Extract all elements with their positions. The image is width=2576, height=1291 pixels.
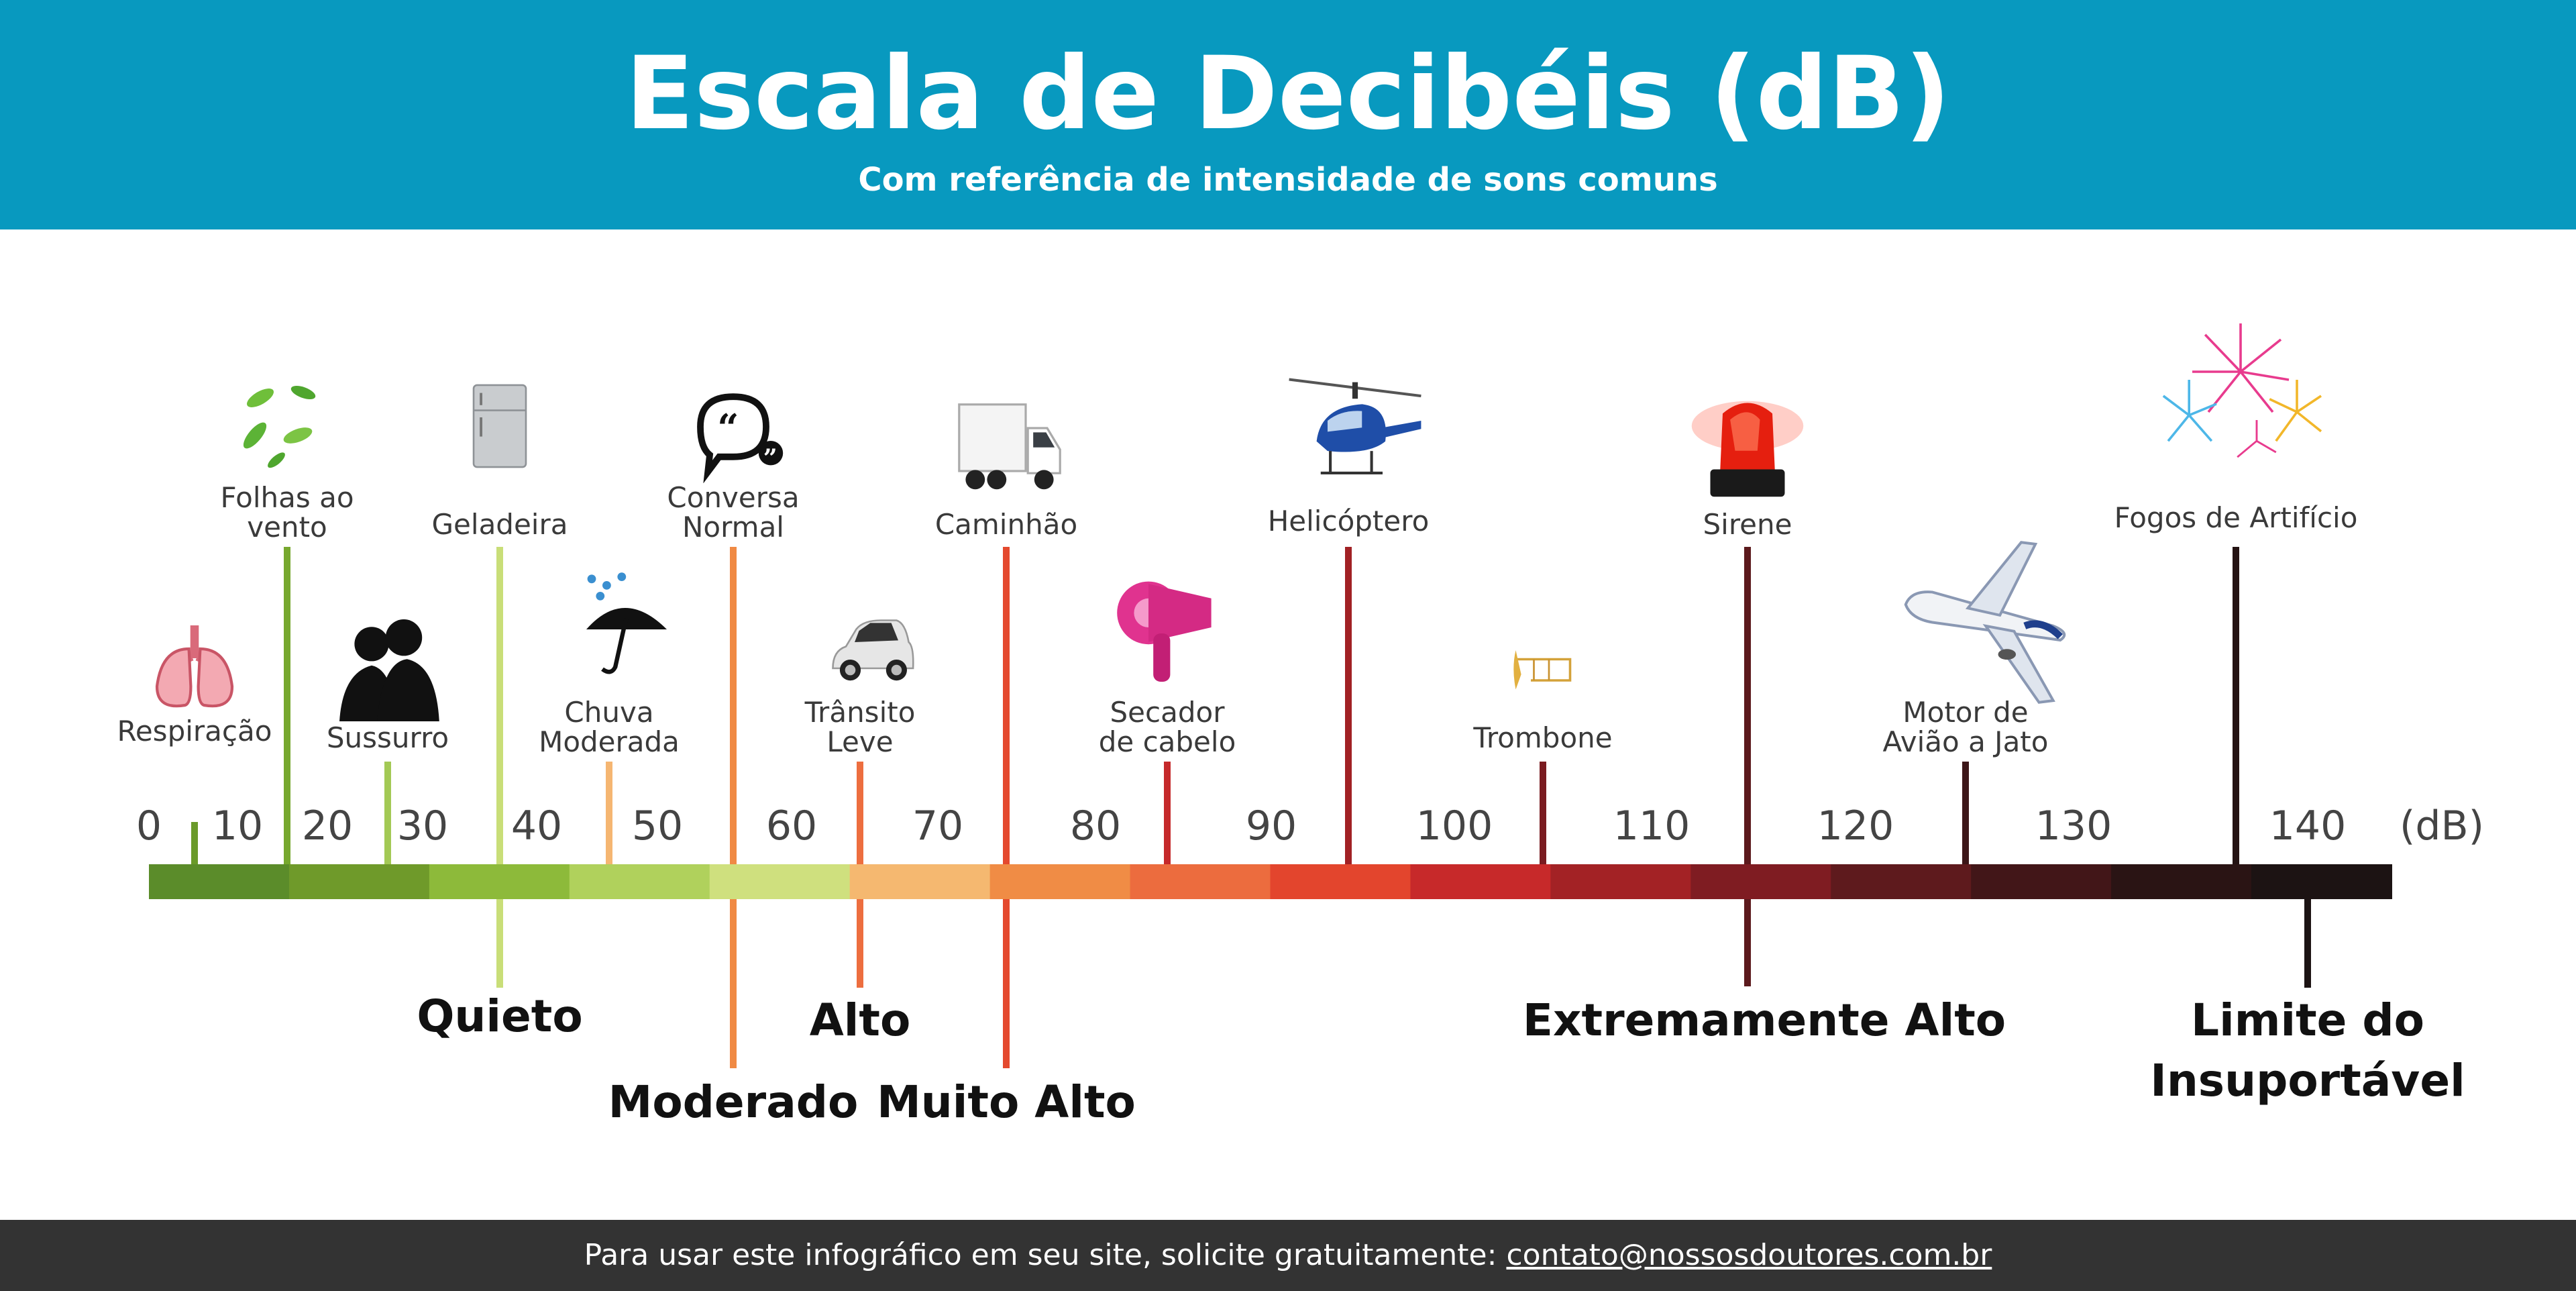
scale-tick-label: 100 [1415,803,1493,849]
item-label-transito: Trânsito Leve [804,696,916,758]
footer-text: Para usar este infográfico em seu site, … [0,1220,2576,1291]
scale-segment [1971,864,2112,899]
scale-segment [1270,864,1411,899]
scale-tick-label: 120 [1817,803,1894,849]
fireworks-icon [2162,323,2322,458]
scale-tick-label: 10 [211,803,264,849]
item-marker-line [1164,762,1171,864]
category-label-quieto: Quieto [417,990,583,1042]
item-marker-line [857,762,863,864]
item-marker-line [384,762,391,864]
scale-tick-label: 60 [765,803,818,849]
item-label-geladeira: Geladeira [431,508,568,541]
item-label-caminhao: Caminhão [934,508,1078,541]
scale-segment [149,864,290,899]
item-marker-line [1540,762,1546,864]
scale-segment [429,864,570,899]
scale-segment [2111,864,2253,899]
category-marker-line [496,899,503,988]
category-marker-line [730,899,737,1068]
category-marker-line [1003,899,1010,1068]
helicopter-icon [1289,378,1421,474]
page-title: Escala de Decibéis (dB) [625,36,1951,152]
item-label-respiracao: Respiração [117,715,272,747]
category-marker-line [2304,899,2311,988]
footer-message: Para usar este infográfico em seu site, … [584,1238,1507,1272]
item-marker-line [2233,547,2239,864]
item-marker-line [191,822,198,864]
trombone-icon [1513,650,1572,690]
scale-segment [709,864,851,899]
category-marker-line [1744,899,1751,986]
item-label-trombone: Trombone [1473,721,1613,754]
leaves-icon [243,386,316,468]
scale-tick-label: 70 [912,803,964,849]
item-marker-line [496,547,503,864]
scale-tick-label: 140 [2269,803,2347,849]
item-label-folhas: Folhas ao vento [220,481,354,544]
scale-segment [1831,864,1972,899]
svg-text:”: ” [763,444,777,472]
item-label-chuva: Chuva Moderada [539,696,680,758]
scale-tick-label: 40 [511,803,563,849]
scale-segment [1690,864,1832,899]
truck-icon [958,403,1061,490]
speech-bubble-icon: “” [697,393,784,483]
scale-segment [1410,864,1552,899]
item-label-motor: Motor de Avião a Jato [1882,696,2049,758]
page-subtitle: Com referência de intensidade de sons co… [858,161,1718,199]
hair-dryer-icon [1117,581,1212,682]
refrigerator-icon [472,384,527,468]
category-label-extremamente-alto: Extremamente Alto [1522,994,2006,1046]
item-label-secador: Secador de cabelo [1098,696,1236,758]
item-marker-line [1345,547,1352,864]
scale-tick-label: 80 [1069,803,1122,849]
header-banner: Escala de Decibéis (dB) Com referência d… [0,0,2576,229]
item-marker-line [1744,547,1751,864]
item-marker-line [1003,547,1010,864]
contact-email-link[interactable]: contato@nossosdoutores.com.br [1506,1238,1992,1272]
category-label-muito-alto: Muito Alto [877,1076,1136,1128]
scale-segment [288,864,430,899]
item-marker-line [1962,762,1969,864]
item-marker-line [284,547,290,864]
scale-tick-label: 110 [1613,803,1690,849]
item-label-conversa: Conversa Normal [667,481,800,544]
item-marker-line [730,547,737,864]
car-icon [832,619,914,681]
item-marker-line [606,762,612,864]
scale-segment [849,864,991,899]
scale-tick-label: 90 [1245,803,1297,849]
scale-tick-label: 50 [631,803,684,849]
category-label-limite: Limite do Insuportável [2150,994,2465,1106]
siren-icon [1691,401,1804,497]
airplane-icon [1904,541,2066,704]
item-label-sussurro: Sussurro [326,721,449,754]
item-label-fogos: Fogos de Artifício [2114,501,2358,534]
footer-bar: Para usar este infográfico em seu site, … [0,1220,2576,1291]
scale-segment [1130,864,1271,899]
lungs-icon [155,625,234,708]
scale-segment [569,864,710,899]
category-label-moderado: Moderado [608,1076,859,1128]
category-label-alto: Alto [809,994,911,1046]
svg-text:“: “ [717,406,739,450]
scale-segment [989,864,1131,899]
umbrella-rain-icon [586,572,667,674]
scale-unit-label: (dB) [2399,803,2485,849]
scale-tick-label: 20 [301,803,354,849]
scale-segment [1550,864,1692,899]
item-label-sirene: Sirene [1703,508,1792,541]
scale-tick-label: 30 [396,803,449,849]
item-label-helicoptero: Helicóptero [1267,505,1430,537]
category-marker-line [857,899,863,988]
scale-segment [2251,864,2392,899]
scale-tick-label: 0 [136,803,162,849]
scale-tick-label: 130 [2035,803,2112,849]
couple-whisper-icon [339,619,439,721]
